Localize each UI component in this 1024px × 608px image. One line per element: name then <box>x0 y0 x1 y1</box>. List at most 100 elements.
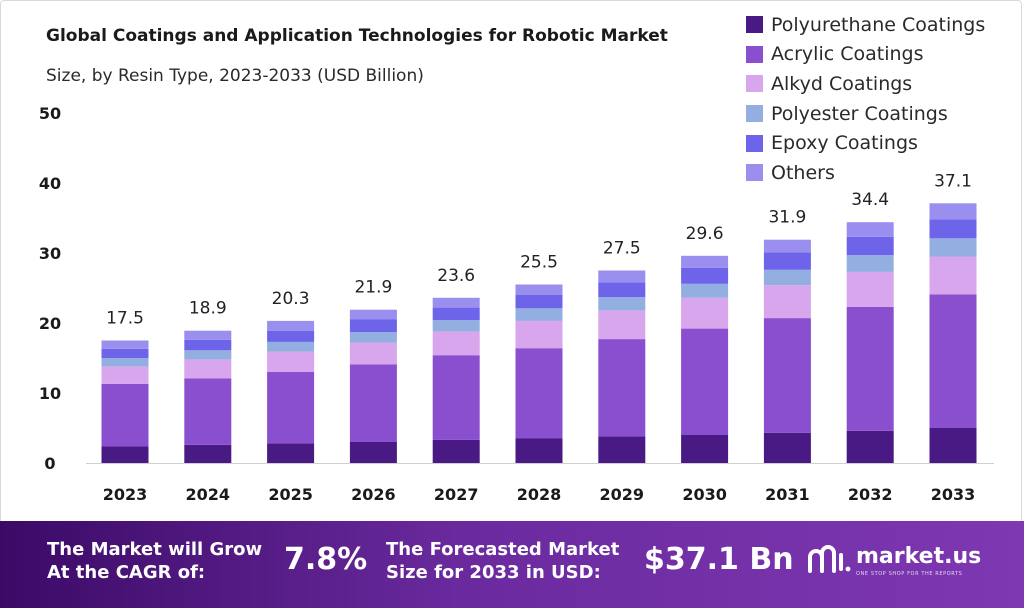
bar-segment <box>515 438 563 463</box>
x-tick-label: 2023 <box>103 485 148 504</box>
bar-segment <box>929 428 977 463</box>
bar-total-label: 25.5 <box>520 253 558 273</box>
bar-segment <box>349 364 397 442</box>
bar-segment <box>349 342 397 365</box>
bar-total-label: 20.3 <box>272 289 310 309</box>
x-tick-label: 2032 <box>848 485 893 504</box>
bar-segment <box>598 270 646 283</box>
bar-segment <box>598 339 646 437</box>
bar-segment <box>515 295 563 309</box>
bar-segment <box>929 238 977 257</box>
forecast-label: The Forecasted Market Size for 2033 in U… <box>386 538 619 584</box>
bar-segment <box>267 341 315 352</box>
bar-segment <box>184 350 232 360</box>
bar-segment <box>846 430 894 463</box>
x-tick-label: 2028 <box>517 485 562 504</box>
logo-name: market.us <box>856 543 982 569</box>
forecast-value: $37.1 Bn <box>644 542 794 577</box>
logo-tagline: ONE STOP SHOP FOR THE REPORTS <box>856 570 963 577</box>
legend-label: Epoxy Coatings <box>771 132 918 155</box>
bar-segment <box>846 255 894 272</box>
bar-segment <box>101 348 149 358</box>
bar-segment <box>101 366 149 384</box>
bar-segment <box>349 319 397 333</box>
bar-total-label: 17.5 <box>106 309 144 329</box>
legend-item: Acrylic Coatings <box>746 40 985 70</box>
legend-swatch <box>746 75 763 93</box>
bar-segment <box>681 267 729 284</box>
legend-label: Alkyd Coatings <box>771 72 913 95</box>
cagr-value: 7.8% <box>284 542 368 577</box>
x-tick-label: 2024 <box>186 485 231 504</box>
chart-subtitle: Size, by Resin Type, 2023-2033 (USD Bill… <box>46 66 424 86</box>
bar-total-label: 18.9 <box>189 299 227 319</box>
legend-item: Epoxy Coatings <box>746 128 985 158</box>
bar-segment <box>184 339 232 351</box>
bar-segment <box>763 252 811 270</box>
bar-segment <box>101 383 149 447</box>
bar-segment <box>432 320 480 332</box>
bar-segment <box>184 330 232 340</box>
legend-swatch <box>746 105 763 123</box>
legend-label: Polyurethane Coatings <box>771 13 986 36</box>
bar-segment <box>432 331 480 356</box>
bar-segment <box>101 358 149 367</box>
bar-segment <box>267 320 315 331</box>
bar-total-label: 29.6 <box>686 224 724 244</box>
bar-segment <box>515 308 563 321</box>
bar-total-label: 23.6 <box>437 266 475 286</box>
bar-segment <box>846 271 894 307</box>
legend-label: Others <box>771 161 835 184</box>
y-tick-label: 10 <box>39 384 61 403</box>
cagr-label-line1: The Market will Grow <box>47 539 263 560</box>
y-tick-label: 30 <box>39 244 61 263</box>
x-tick-label: 2030 <box>682 485 727 504</box>
bar-segment <box>681 435 729 463</box>
x-tick-label: 2031 <box>765 485 810 504</box>
bar-segment <box>515 284 563 295</box>
bar-segment <box>267 372 315 444</box>
bar-segment <box>267 443 315 463</box>
bar-segment <box>515 348 563 439</box>
legend-swatch <box>746 45 763 63</box>
bar-segment <box>432 355 480 440</box>
bar-segment <box>681 283 729 298</box>
bar-segment <box>681 255 729 268</box>
y-tick-label: 20 <box>39 314 61 333</box>
stacked-bar-chart: 0102030405017.5202318.9202420.3202521.92… <box>39 104 994 504</box>
bar-segment <box>598 282 646 298</box>
forecast-label-line2: Size for 2033 in USD: <box>386 562 601 583</box>
bar-segment <box>267 351 315 372</box>
cagr-label: The Market will Grow At the CAGR of: <box>47 538 262 584</box>
bar-total-label: 31.9 <box>768 208 806 228</box>
legend-item: Alkyd Coatings <box>746 69 985 99</box>
bar-segment <box>929 203 977 220</box>
legend-swatch <box>746 164 763 182</box>
bar-segment <box>432 307 480 321</box>
market-us-logo-icon <box>808 545 851 573</box>
bar-segment <box>846 222 894 237</box>
legend-item: Others <box>746 158 985 188</box>
bar-total-label: 27.5 <box>603 239 641 259</box>
bar-segment <box>929 219 977 239</box>
bar-segment <box>184 444 232 463</box>
bar-segment <box>763 269 811 286</box>
bar-segment <box>763 285 811 319</box>
x-tick-label: 2033 <box>931 485 976 504</box>
legend-swatch <box>746 134 763 152</box>
bar-segment <box>101 340 149 349</box>
bar-segment <box>598 297 646 311</box>
summary-banner: The Market will Grow At the CAGR of: 7.8… <box>0 521 1024 608</box>
legend-label: Polyester Coatings <box>771 102 948 125</box>
bar-segment <box>598 436 646 463</box>
chart-title: Global Coatings and Application Technolo… <box>46 26 668 46</box>
market-us-logo: market.us ONE STOP SHOP FOR THE REPORTS <box>806 543 981 579</box>
forecast-label-line1: The Forecasted Market <box>386 539 620 560</box>
legend-item: Polyurethane Coatings <box>746 10 985 40</box>
bar-segment <box>432 439 480 463</box>
x-tick-label: 2026 <box>351 485 396 504</box>
x-tick-label: 2027 <box>434 485 479 504</box>
bar-total-label: 34.4 <box>851 190 889 210</box>
bar-segment <box>184 359 232 379</box>
bar-segment <box>846 306 894 431</box>
